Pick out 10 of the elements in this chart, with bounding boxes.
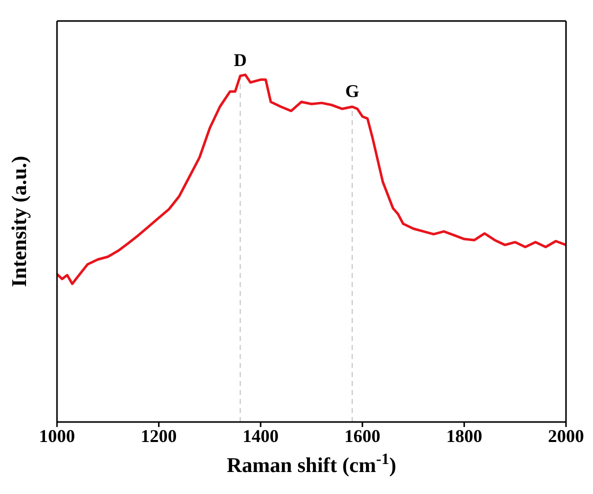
ref-line-label: D [234,50,247,70]
y-axis-title: Intensity (a.u.) [7,156,31,288]
x-tick-label: 1200 [140,426,177,446]
x-tick-label: 1400 [242,426,279,446]
x-tick-label: 1600 [344,426,380,446]
x-axis-title: Raman shift (cm$^{-1}$) [226,450,396,477]
x-tick-label: 1800 [446,426,482,446]
x-tick-label: 1000 [39,426,75,446]
ref-line-label: G [345,80,360,101]
x-tick-label: 2000 [548,426,584,446]
